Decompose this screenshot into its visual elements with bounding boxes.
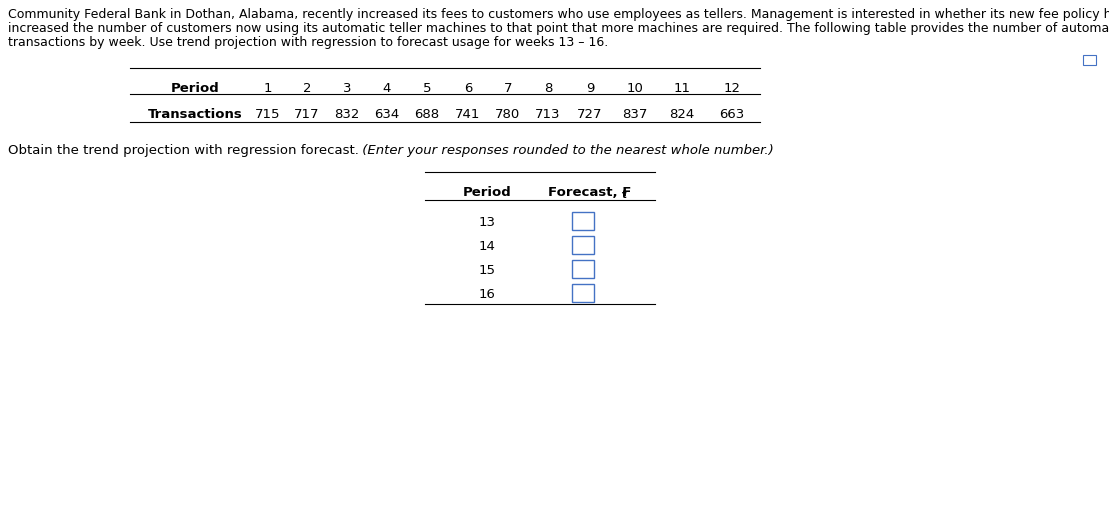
Text: 10: 10 (627, 82, 643, 95)
Text: 663: 663 (720, 108, 744, 121)
Text: 832: 832 (334, 108, 359, 121)
Text: 13: 13 (478, 216, 496, 229)
Text: 715: 715 (255, 108, 281, 121)
Text: Period: Period (462, 186, 511, 199)
Text: 7: 7 (503, 82, 512, 95)
Text: Obtain the trend projection with regression forecast.: Obtain the trend projection with regress… (8, 144, 359, 157)
Text: 2: 2 (303, 82, 312, 95)
Text: 6: 6 (464, 82, 472, 95)
Text: 4: 4 (383, 82, 391, 95)
Text: 5: 5 (423, 82, 431, 95)
Text: 713: 713 (536, 108, 561, 121)
Text: 15: 15 (478, 264, 496, 277)
Text: increased the number of customers now using its automatic teller machines to tha: increased the number of customers now us… (8, 22, 1109, 35)
Text: Community Federal Bank in Dothan, Alabama, recently increased its fees to custom: Community Federal Bank in Dothan, Alabam… (8, 8, 1109, 21)
Text: transactions by week. Use trend projection with regression to forecast usage for: transactions by week. Use trend projecti… (8, 36, 608, 49)
Text: (Enter your responses rounded to the nearest whole number.): (Enter your responses rounded to the nea… (358, 144, 774, 157)
FancyBboxPatch shape (572, 236, 594, 254)
Text: 1: 1 (264, 82, 272, 95)
Text: 16: 16 (479, 288, 496, 301)
Text: 824: 824 (670, 108, 694, 121)
FancyBboxPatch shape (572, 212, 594, 230)
Text: 837: 837 (622, 108, 648, 121)
Text: 12: 12 (723, 82, 741, 95)
Text: Transactions: Transactions (147, 108, 243, 121)
FancyBboxPatch shape (572, 260, 594, 278)
FancyBboxPatch shape (572, 284, 594, 302)
Text: 688: 688 (415, 108, 439, 121)
Text: 9: 9 (586, 82, 594, 95)
Text: 14: 14 (479, 240, 496, 253)
Text: 741: 741 (456, 108, 480, 121)
Text: 634: 634 (375, 108, 399, 121)
Text: 11: 11 (673, 82, 691, 95)
Text: 3: 3 (343, 82, 352, 95)
Text: Period: Period (171, 82, 220, 95)
Text: 717: 717 (294, 108, 319, 121)
Text: 727: 727 (578, 108, 603, 121)
Text: t: t (622, 190, 627, 200)
Text: 780: 780 (496, 108, 520, 121)
Text: 8: 8 (543, 82, 552, 95)
Text: Forecast, F: Forecast, F (548, 186, 632, 199)
